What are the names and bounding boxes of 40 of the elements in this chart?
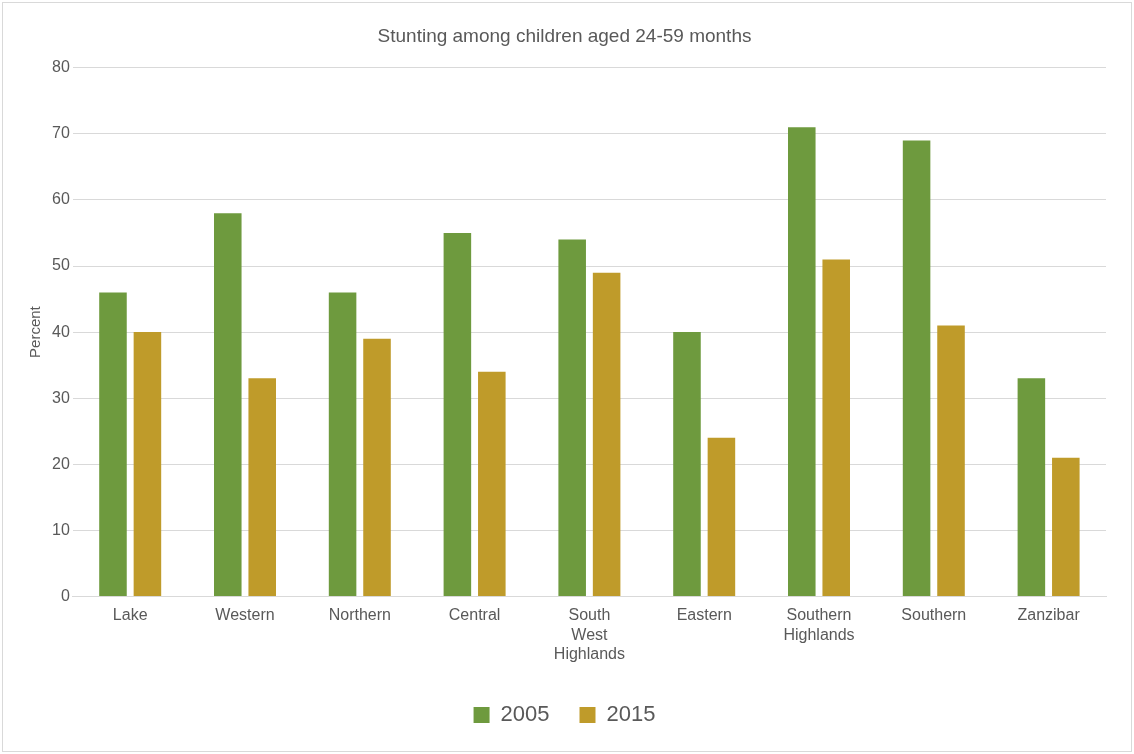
y-tick-label: 80 [52,58,70,76]
bar [558,239,586,596]
x-tick-label: Lake [112,606,148,624]
bar [707,437,736,596]
y-axis-title: Percent [26,305,44,358]
x-tick-label: Eastern [676,606,732,624]
x-tick-label: Northern [328,606,391,624]
x-tick-label: Central [448,606,501,624]
y-tick-label: 10 [52,520,70,538]
legend-label: 2005 [500,701,550,727]
bar [788,127,816,596]
bar [902,140,931,596]
bar [99,292,127,596]
y-tick-label: 40 [52,322,70,340]
x-tick-label: Zanzibar [1017,606,1081,624]
x-tick-label: Southern [901,606,967,624]
y-tick-label: 70 [52,124,70,142]
bar [443,232,472,596]
x-tick-label: South West Highlands [553,606,625,662]
bar [214,213,242,596]
bar [822,259,850,596]
bar [248,378,276,596]
x-tick-label: Southern Highlands [783,606,855,643]
bar [937,325,965,596]
y-tick-label: 30 [52,388,70,406]
y-tick-label: 0 [60,586,70,604]
legend-label: 2015 [606,701,656,727]
bar [328,292,357,596]
bar [1017,378,1046,596]
y-tick-label: 50 [52,256,70,274]
bar [592,272,621,596]
bar [363,338,391,596]
x-tick-label: Western [215,606,275,624]
bar [673,332,701,596]
y-tick-label: 60 [52,190,70,208]
bar [133,332,162,596]
bar [478,371,506,596]
y-tick-label: 20 [52,454,70,472]
chart-title: Stunting among children aged 24-59 months [377,24,752,46]
bar [1052,457,1080,596]
